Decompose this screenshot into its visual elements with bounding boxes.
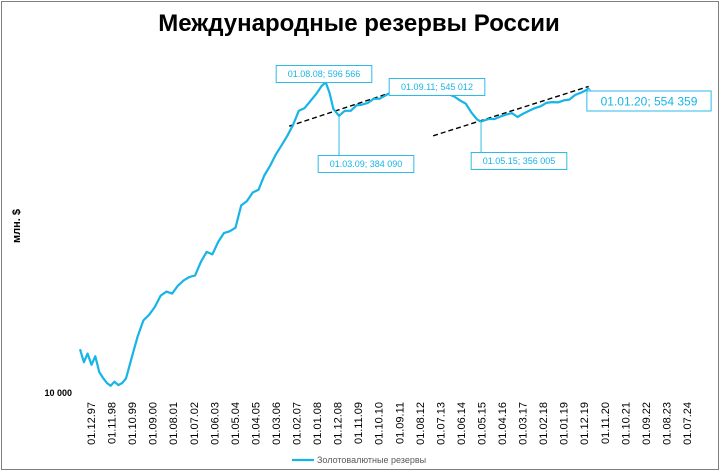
chart-title: Международные резервы России	[158, 10, 560, 37]
x-tick-label: 01.08.01	[168, 402, 180, 445]
x-tick-label: 01.05.15	[476, 402, 488, 445]
annotation-leader	[588, 87, 592, 92]
annotation-box	[275, 65, 373, 83]
y-tick-label: 10 000	[44, 388, 72, 398]
x-tick-label: 01.10.10	[374, 402, 386, 445]
trend-line	[432, 85, 589, 137]
annotation-box	[317, 155, 415, 173]
x-tick-label: 01.03.06	[271, 402, 283, 445]
annotation-box	[388, 78, 486, 96]
x-tick-label: 01.02.07	[292, 402, 304, 445]
x-tick-label: 01.07.13	[435, 402, 447, 445]
y-axis-label: млн. $	[11, 209, 23, 243]
x-tick-label: 01.08.23	[661, 402, 673, 445]
x-tick-label: 01.11.09	[353, 402, 365, 444]
series-line	[78, 81, 590, 387]
x-tick-label: 01.09.00	[148, 402, 160, 445]
annotation-label: 01.05.15; 356 005	[483, 156, 556, 166]
x-tick-label: 01.06.03	[209, 402, 221, 445]
x-tick-label: 01.04.16	[497, 402, 509, 445]
x-tick-label: 01.04.05	[250, 402, 262, 445]
x-tick-label: 01.08.12	[415, 402, 427, 445]
legend-label: Золотовалютные резервы	[317, 455, 426, 465]
x-tick-label: 01.05.04	[230, 402, 242, 445]
x-tick-label: 01.11.98	[107, 402, 119, 444]
x-tick-label: 01.07.02	[189, 402, 201, 445]
annotation-box	[470, 152, 568, 170]
x-tick-label: 01.07.24	[682, 402, 694, 445]
x-tick-label: 01.10.21	[620, 402, 632, 445]
annotation-label: 01.09.11; 545 012	[401, 82, 473, 92]
x-tick-label: 01.09.11	[394, 402, 406, 444]
x-tick-label: 01.03.17	[518, 402, 530, 445]
x-tick-label: 01.11.20	[600, 402, 612, 444]
x-tick-label: 01.06.14	[456, 402, 468, 445]
x-tick-label: 01.09.22	[641, 402, 653, 445]
x-tick-label: 01.10.99	[127, 402, 139, 445]
x-tick-label: 01.12.08	[333, 402, 345, 445]
x-tick-label: 01.12.97	[86, 402, 98, 445]
x-tick-label: 01.01.08	[312, 402, 324, 445]
annotation-label: 01.08.08; 596 566	[288, 69, 361, 79]
x-tick-label: 01.12.19	[579, 402, 591, 445]
annotation-box	[586, 90, 712, 112]
x-tick-label: 01.01.19	[559, 402, 571, 445]
annotation-label: 01.03.09; 384 090	[330, 159, 403, 169]
annotation-label: 01.01.20; 554 359	[601, 94, 698, 108]
x-tick-label: 01.02.18	[538, 402, 550, 445]
